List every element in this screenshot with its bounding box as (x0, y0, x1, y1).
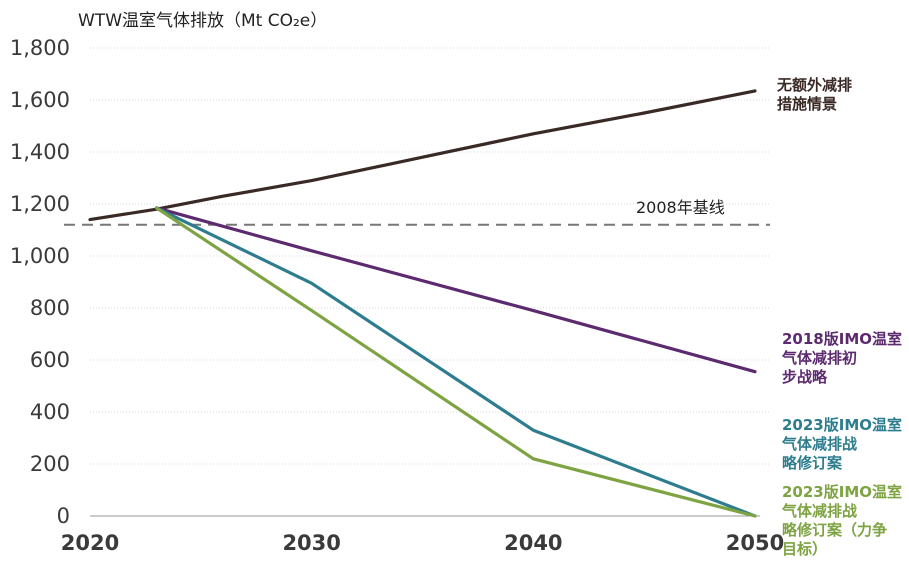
y-tick-label: 800 (30, 296, 70, 320)
x-tick-label: 2040 (504, 531, 562, 555)
x-tick-label: 2030 (282, 531, 340, 555)
series-line-1 (88, 89, 757, 222)
series-line-4 (154, 206, 757, 518)
y-tick-label: 0 (57, 504, 70, 528)
y-tick-label: 1,400 (10, 140, 70, 164)
y-tick-label: 1,800 (10, 36, 70, 60)
series-label-1: 无额外减排措施情景 (776, 76, 852, 113)
series-label-4: 2023版IMO温室气体减排战略修订案（力争目标） (781, 483, 902, 558)
y-tick-label: 600 (30, 348, 70, 372)
x-tick-label: 2050 (726, 531, 784, 555)
y-axis-label: WTW温室气体排放（Mt CO₂e） (78, 11, 327, 31)
series-label-2: 2018版IMO温室气体减排初步战略 (781, 330, 902, 386)
y-tick-label: 1,200 (10, 192, 70, 216)
y-tick-label: 1,600 (10, 88, 70, 112)
series-line-2 (154, 206, 757, 374)
axes: 0 200 400 600 800 1,000 1,200 1,400 1,600 1,800 20… (10, 36, 784, 555)
y-tick-label: 1,000 (10, 244, 70, 268)
series-line-3 (154, 206, 757, 518)
series-labels: 无额外减排措施情景 2018版IMO温室气体减排初步战略 2023版IMO温室气体减… (776, 76, 902, 558)
y-tick-label: 400 (30, 400, 70, 424)
gridlines (90, 47, 770, 465)
series-label-3: 2023版IMO温室气体减排战略修订案 (781, 416, 902, 472)
series-lines (88, 89, 757, 518)
baseline-2008-label: 2008年基线 (636, 198, 725, 217)
x-tick-label: 2020 (61, 531, 119, 555)
y-tick-label: 200 (30, 452, 70, 476)
